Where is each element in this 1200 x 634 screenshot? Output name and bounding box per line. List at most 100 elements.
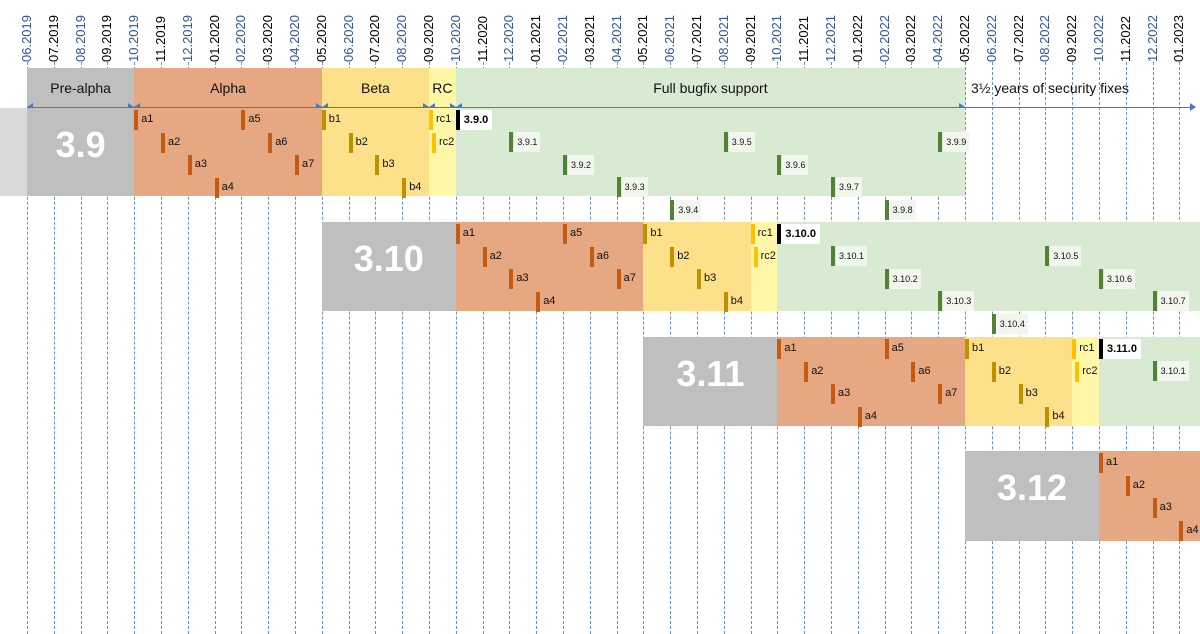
alpha-tick [777,339,782,359]
bugfix-label: 3.9.4 [675,199,702,220]
beta-label: b4 [409,180,422,193]
month-label-text: 04.2020 [287,15,302,62]
month-label: 06.2022 [981,4,1003,62]
grid-line [134,62,136,634]
arrow-right [449,103,456,111]
month-label: 09.2022 [1061,4,1083,62]
beta-tick [723,291,728,312]
beta-tick [670,246,675,267]
grid-line [161,62,162,634]
bugfix-tick [1099,268,1103,289]
month-label-text: 11.2022 [1117,15,1133,62]
month-label-text: 09.2019 [99,15,115,62]
rc-block [750,222,778,311]
phase-label: Full bugfix support [653,80,768,96]
month-label-text: 08.2022 [1037,15,1053,62]
rc-tick [429,110,433,130]
bugfix-label: 3.10.1 [1157,361,1189,381]
bugfix-tick [991,313,996,334]
alpha-label: a3 [838,387,851,399]
month-label-text: 05.2022 [957,15,972,62]
month-label-text: 12.2021 [823,15,838,62]
month-label: 02.2022 [874,4,896,62]
arrow-left [134,103,141,111]
alpha-tick [187,155,192,175]
alpha-block [777,337,965,426]
bugfix-label: 3.9.2 [568,154,595,175]
month-label-text: 07.2019 [45,15,61,62]
version-label: 3.10 [353,238,424,279]
alpha-label: a2 [811,364,824,377]
month-label: 03.2021 [579,4,601,62]
alpha-label: a4 [864,409,878,422]
beta-tick [1018,384,1023,404]
month-label-text: 06.2022 [983,15,999,62]
beta-block [643,222,751,311]
phase-arrow [134,107,322,108]
rc-tick [1072,339,1077,359]
bugfix-label: 3.10.6 [1104,268,1136,289]
month-label: 06.2020 [338,4,360,62]
month-label-text: 01.2021 [528,15,544,62]
phase-arrow [27,107,135,108]
month-label: 01.2022 [847,4,869,62]
beta-tick [375,155,380,175]
alpha-tick [214,177,219,198]
rc-label: rc2 [439,135,455,148]
alpha-tick [482,246,487,267]
month-label: 03.2022 [900,4,922,62]
month-label-text: 06.2021 [662,15,678,62]
alpha-label: a5 [891,342,904,354]
alpha-label: a4 [221,180,234,193]
rc-tick [753,246,758,267]
version-label: 3.11 [676,353,745,394]
beta-label: b1 [328,113,342,125]
grid-line [321,62,323,634]
bugfix-tick [831,246,835,266]
month-label-text: 09.2021 [742,15,758,62]
grid-line [455,62,457,634]
alpha-tick [536,291,541,312]
alpha-label: a2 [489,249,502,262]
security-arrow [965,107,1195,108]
alpha-tick [295,155,299,175]
alpha-label: a1 [462,227,476,239]
rc-block [1072,337,1099,426]
month-label: 11.2019 [150,4,172,62]
month-label-text: 03.2021 [581,15,597,62]
month-label: 06.2019 [16,4,38,62]
alpha-tick [268,132,273,153]
alpha-label: a6 [918,364,931,377]
arrow-right [423,103,429,111]
bugfix-label: 3.9.5 [728,132,755,152]
alpha-label: a3 [1159,501,1172,513]
bugfix-tick [616,177,621,197]
bugfix-tick [938,291,943,311]
beta-label: b3 [704,272,717,284]
beta-tick [402,177,407,198]
month-label: 09.2021 [740,4,762,62]
beta-tick [697,269,701,289]
prealpha-block [965,451,1099,541]
final-release: 3.9.0 [455,110,493,130]
arrow-right [1190,103,1196,111]
grid-line [295,62,296,634]
grid-line [27,62,28,634]
grid-line [509,62,511,634]
arrow-left [321,103,328,111]
alpha-tick [134,110,139,130]
month-label: 07.2022 [1008,4,1030,62]
alpha-label: a1 [784,342,797,354]
month-label-text: 03.2022 [903,15,919,62]
month-label-text: 11.2020 [474,15,490,62]
prealpha-block [643,337,778,426]
month-label-text: 01.2022 [849,15,865,62]
month-label: 04.2022 [927,4,949,62]
arrow-left [429,103,435,111]
grid-line [402,62,404,634]
grid-line [268,62,270,634]
bugfix-label: 3.9.3 [621,177,648,197]
month-label: 10.2019 [123,4,145,62]
rc-label: rc2 [1082,364,1098,377]
phase-arrow [455,107,965,108]
